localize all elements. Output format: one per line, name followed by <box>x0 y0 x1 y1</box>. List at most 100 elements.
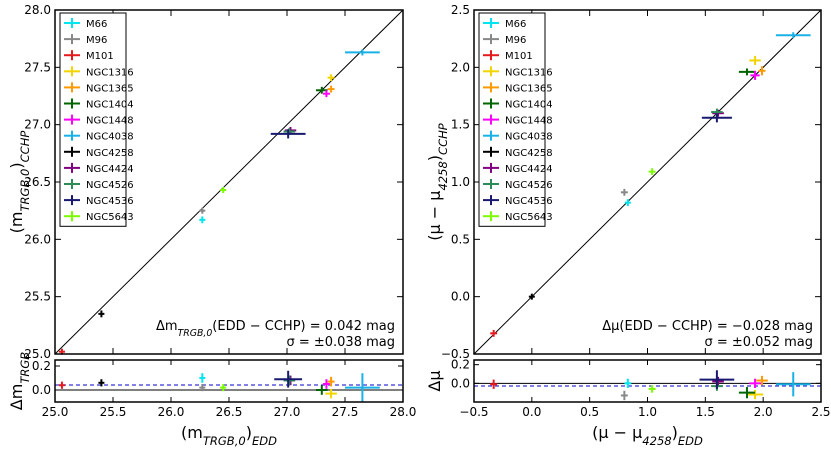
residual-point-m96 <box>620 390 628 401</box>
residual-y-label: ΔmTRGB <box>7 352 32 410</box>
legend-item-m66: M66 <box>483 18 526 30</box>
x-tick-label: 28.0 <box>390 405 417 419</box>
data-point-ngc5643 <box>220 187 227 194</box>
y-axis-label-text: (μ − μ4258)CCHP <box>425 123 450 240</box>
annotation-sigma: σ = ±0.038 mag <box>286 335 395 350</box>
residual-point-ngc4536 <box>274 370 303 388</box>
data-point-ngc1365 <box>327 85 335 93</box>
legend-label: NGC1448 <box>505 116 553 127</box>
mu-residual-axes: 0.0 0.2 −0.5 0.0 0.5 1.0 1.5 2.0 2.5 Δμ (μ − μ4258… <box>425 358 831 448</box>
y-tick-label: 26.5 <box>24 175 51 189</box>
legend-label: NGC4536 <box>505 196 553 207</box>
res-y-tick-label: 0.0 <box>32 383 51 397</box>
legend-item-ngc1316: NGC1316 <box>483 66 553 78</box>
legend-label: NGC4258 <box>86 148 134 159</box>
legend-label: NGC4526 <box>505 180 553 191</box>
residual-point-ngc1448 <box>322 379 330 389</box>
residual-point-m101 <box>58 381 65 389</box>
y-tick-label: 27.5 <box>24 60 51 74</box>
residual-y-label-text: ΔmTRGB <box>7 352 32 410</box>
residual-y-label: Δμ <box>425 370 444 391</box>
legend-item-ngc4536: NGC4536 <box>483 195 553 207</box>
x-tick-label: 0.5 <box>580 405 599 419</box>
residual-point-m66 <box>199 373 206 383</box>
y-tick-label: 2.0 <box>451 60 470 74</box>
residual-point-ngc1448 <box>749 378 761 388</box>
legend-item-ngc4536: NGC4536 <box>64 195 134 207</box>
legend-item-ngc4526: NGC4526 <box>64 179 134 191</box>
mu-main-axes: −0.5 0.0 0.5 1.0 1.5 2.0 2.5 M66 M96 M101 NGC1316 N… <box>425 3 822 361</box>
legend-label: NGC5643 <box>86 212 134 223</box>
legend-label: NGC1316 <box>505 67 553 78</box>
y-axis-label: (μ − μ4258)CCHP <box>425 123 450 240</box>
data-point-ngc4536 <box>701 113 732 123</box>
residual-point-ngc4526 <box>283 375 296 386</box>
legend-label: NGC5643 <box>505 212 553 223</box>
res-y-tick-label: 0.2 <box>32 359 51 373</box>
y-tick-label: 26.0 <box>24 232 51 246</box>
legend-item-m101: M101 <box>64 50 114 62</box>
legend-item-ngc4258: NGC4258 <box>483 146 553 159</box>
legend-label: M96 <box>505 35 526 46</box>
data-point-ngc4258 <box>528 293 535 300</box>
residual-point-ngc1316 <box>746 389 764 400</box>
residual-point-ngc5643 <box>220 384 227 392</box>
residual-point-ngc4536 <box>699 370 735 389</box>
residual-point-ngc5643 <box>648 385 656 393</box>
legend-item-m96: M96 <box>483 34 526 46</box>
data-point-ngc1448 <box>322 90 330 98</box>
legend: M66 M96 M101 NGC1316 NGC1365 NGC1404 NGC1448 NG… <box>59 12 134 227</box>
x-tick-label: 26.5 <box>216 405 243 419</box>
data-point-ngc4038 <box>345 49 380 56</box>
data-point-m101 <box>490 329 498 337</box>
legend-label: M96 <box>86 35 107 46</box>
legend-label: NGC4038 <box>505 132 553 143</box>
trgb-main-axes: 25.0 25.5 26.0 26.5 27.0 27.5 28.0 M66 M96 M101 NG… <box>7 3 404 361</box>
data-point-m66 <box>199 216 206 224</box>
x-tick-label: 2.0 <box>754 405 773 419</box>
legend-label: NGC4258 <box>505 148 553 159</box>
legend-label: NGC1404 <box>505 100 553 111</box>
residual-frame <box>54 359 404 403</box>
y-tick-label: 1.0 <box>451 175 470 189</box>
trgb-residual-axes: 0.0 0.2 25.0 25.5 26.0 26.5 27.0 27.5 28.0 ΔmTRGB… <box>7 352 416 448</box>
annotation-offset: Δμ(EDD − CCHP) = −0.028 mag <box>602 319 813 334</box>
y-tick-label: 0.0 <box>451 290 470 304</box>
data-point-ngc4258 <box>98 310 105 318</box>
data-point-ngc1404 <box>738 68 756 76</box>
legend-label: NGC4038 <box>86 132 134 143</box>
main-frame <box>473 9 822 355</box>
residual-point-ngc1365 <box>327 376 335 387</box>
legend-item-ngc1316: NGC1316 <box>64 66 134 78</box>
data-point-m96 <box>620 188 628 196</box>
legend-item-m96: M96 <box>64 34 107 46</box>
legend-label: NGC1448 <box>86 116 134 127</box>
x-tick-label: 2.5 <box>811 405 830 419</box>
x-tick-label: 25.0 <box>42 405 69 419</box>
y-tick-label: 28.0 <box>24 3 51 17</box>
legend-label: NGC1365 <box>505 83 553 94</box>
legend-label: M66 <box>505 19 526 30</box>
x-tick-label: 0.0 <box>522 405 541 419</box>
legend-label: NGC4536 <box>86 196 134 207</box>
data-point-m66 <box>624 199 631 207</box>
y-axis-label-text: (mTRGB,0)CCHP <box>7 131 32 234</box>
y-tick-label: 2.5 <box>451 3 470 17</box>
legend-item-ngc4424: NGC4424 <box>64 162 134 175</box>
legend-label: NGC4424 <box>86 164 134 175</box>
residual-point-ngc1404 <box>738 387 756 399</box>
legend-label: NGC4526 <box>86 180 134 191</box>
x-axis-label: (μ − μ4258)EDD <box>592 423 703 448</box>
legend-item-ngc1404: NGC1404 <box>483 98 553 111</box>
x-axis-label: (mTRGB,0)EDD <box>181 423 277 448</box>
mu-panel: −0.5 0.0 0.5 1.0 1.5 2.0 2.5 M66 M96 M101 NGC1316 N… <box>425 3 831 448</box>
y-tick-label: 0.5 <box>451 232 470 246</box>
legend-item-m101: M101 <box>483 50 533 62</box>
residual-point-m101 <box>490 379 498 389</box>
legend-label: M66 <box>86 19 107 30</box>
legend-item-ngc1365: NGC1365 <box>483 82 553 94</box>
x-tick-label: 27.5 <box>332 405 359 419</box>
trgb-panel: 25.0 25.5 26.0 26.5 27.0 27.5 28.0 M66 M96 M101 NG… <box>7 3 416 448</box>
y-tick-label: 25.0 <box>24 347 51 361</box>
data-point-ngc1316 <box>749 55 761 66</box>
